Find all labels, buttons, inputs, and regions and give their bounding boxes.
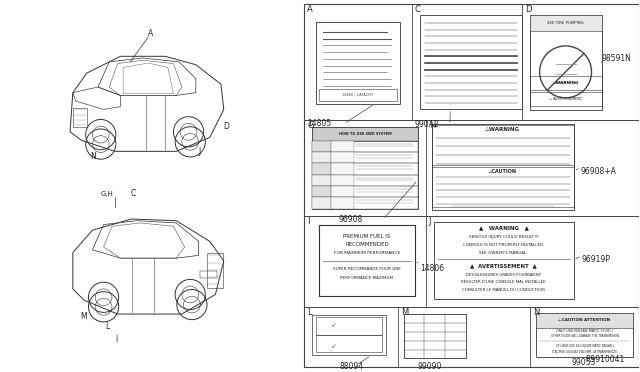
Text: CONSOLE IS NOT PROPERLY INSTALLED.: CONSOLE IS NOT PROPERLY INSTALLED. <box>463 243 545 247</box>
Text: I: I <box>115 335 118 344</box>
Bar <box>530 76 602 90</box>
Bar <box>536 314 634 327</box>
Text: R9910041: R9910041 <box>585 355 625 364</box>
Text: HOW TO USE 4WD SYSTEM: HOW TO USE 4WD SYSTEM <box>339 132 391 136</box>
Bar <box>432 125 573 167</box>
Bar <box>420 15 522 109</box>
Text: 14800 | CATALYST: 14800 | CATALYST <box>342 93 374 97</box>
Text: C: C <box>415 6 420 15</box>
Bar <box>316 22 400 104</box>
Bar <box>312 141 331 152</box>
Text: N: N <box>532 308 539 317</box>
Bar <box>73 108 87 127</box>
Text: CONSULTER LE MANUEL DU CONDUCTEUR.: CONSULTER LE MANUEL DU CONDUCTEUR. <box>461 288 546 292</box>
Text: PREMIUM FUEL IS: PREMIUM FUEL IS <box>343 234 390 238</box>
Bar <box>312 152 418 163</box>
Bar <box>432 124 573 210</box>
Text: SEE TIRE PUMPING: SEE TIRE PUMPING <box>547 21 584 25</box>
Text: D: D <box>525 6 531 15</box>
Bar <box>536 314 634 357</box>
Text: ⚠CAUTION: ⚠CAUTION <box>488 169 517 174</box>
Text: G,H: G,H <box>100 191 113 197</box>
Text: J: J <box>429 217 431 226</box>
Text: ✓: ✓ <box>332 344 337 350</box>
Bar <box>312 197 418 209</box>
Text: SEE OWNER'S MANUAL.: SEE OWNER'S MANUAL. <box>479 251 528 255</box>
Text: J: J <box>198 147 200 156</box>
Text: UTILISER QUE DU LIQUIDE MATIC NISSAN J: UTILISER QUE DU LIQUIDE MATIC NISSAN J <box>556 343 613 347</box>
Bar <box>207 253 223 288</box>
Text: SUPER RECOMMANDÉ POUR UNE: SUPER RECOMMANDÉ POUR UNE <box>333 267 401 271</box>
Text: ONLY USE NISSAN MATIC FLUID J: ONLY USE NISSAN MATIC FLUID J <box>556 329 613 333</box>
Bar <box>312 197 331 209</box>
Bar <box>434 222 573 299</box>
Text: 990A2: 990A2 <box>415 120 440 129</box>
Bar <box>331 141 355 152</box>
Text: N: N <box>90 152 96 161</box>
Text: A: A <box>307 6 313 15</box>
Text: D'AUTRES LIQUIDES ENDOMM. LA TRANSMISSION: D'AUTRES LIQUIDES ENDOMM. LA TRANSMISSIO… <box>552 350 617 354</box>
Bar <box>331 186 355 197</box>
Bar <box>331 197 355 209</box>
Text: SERIOUS INJURY COULD RESULT IF: SERIOUS INJURY COULD RESULT IF <box>469 235 538 239</box>
Bar <box>312 163 418 175</box>
Bar <box>331 152 355 163</box>
Text: 96908+A: 96908+A <box>580 167 616 176</box>
Text: ⚠CAUTION ATTENTION: ⚠CAUTION ATTENTION <box>559 318 611 323</box>
Bar <box>312 127 418 209</box>
Text: ⚠WARNING: ⚠WARNING <box>552 81 579 85</box>
Text: C: C <box>131 189 136 198</box>
Text: L: L <box>307 308 312 317</box>
Bar <box>530 92 602 106</box>
Bar <box>530 15 602 31</box>
Text: I: I <box>307 217 310 226</box>
Text: 14806: 14806 <box>420 264 444 273</box>
Text: 99090: 99090 <box>418 362 442 371</box>
Text: H: H <box>429 121 435 130</box>
Text: ⚠ AVERTISSEMENT: ⚠ AVERTISSEMENT <box>549 97 582 101</box>
Text: ✓: ✓ <box>332 323 337 329</box>
Text: G: G <box>307 121 314 130</box>
Bar <box>404 314 466 358</box>
Text: M: M <box>401 308 408 317</box>
Bar <box>312 315 386 355</box>
Text: ▲  AVERTISSEMENT  ▲: ▲ AVERTISSEMENT ▲ <box>470 263 537 269</box>
Bar <box>312 175 331 186</box>
Text: 98591N: 98591N <box>602 54 632 63</box>
Text: 96908: 96908 <box>339 215 364 224</box>
Bar <box>312 186 331 197</box>
Bar <box>331 163 355 175</box>
Bar <box>316 335 382 352</box>
Bar <box>312 141 418 152</box>
Text: ▲   WARNING   ▲: ▲ WARNING ▲ <box>479 225 529 230</box>
Text: 99053: 99053 <box>572 358 596 367</box>
Bar <box>312 175 418 186</box>
Text: M: M <box>81 312 87 321</box>
Text: RECOMMENDED: RECOMMENDED <box>345 242 388 247</box>
Bar <box>319 225 415 296</box>
Text: RÉSULTER D'UNE CONSOLE MAL INSTALLÉE.: RÉSULTER D'UNE CONSOLE MAL INSTALLÉE. <box>461 280 547 284</box>
Text: 96919P: 96919P <box>582 255 611 264</box>
Text: 88094: 88094 <box>340 362 364 371</box>
Bar <box>312 163 331 175</box>
Text: DES BLESSURES GRAVES POURRAIENT: DES BLESSURES GRAVES POURRAIENT <box>466 273 541 276</box>
Text: A: A <box>148 29 154 38</box>
Text: 14805: 14805 <box>307 119 331 128</box>
Bar <box>200 271 216 278</box>
Text: L: L <box>106 322 109 331</box>
Bar <box>432 166 573 206</box>
Bar <box>530 15 602 110</box>
Text: D: D <box>223 122 229 131</box>
Bar <box>331 175 355 186</box>
Text: OTHER FLUIDS WILL DAMAGE THE TRANSMISSION: OTHER FLUIDS WILL DAMAGE THE TRANSMISSIO… <box>550 334 618 338</box>
Text: FOR MAXIMUM PERFORMANCE: FOR MAXIMUM PERFORMANCE <box>334 251 400 255</box>
Bar <box>312 186 418 197</box>
Bar <box>319 89 397 101</box>
Bar <box>304 4 639 368</box>
Bar <box>316 317 382 335</box>
Bar <box>312 152 331 163</box>
Text: ⚠WARNING: ⚠WARNING <box>485 127 520 132</box>
Text: PERFORMANCE MAXIMUM: PERFORMANCE MAXIMUM <box>340 276 394 280</box>
Bar <box>312 127 418 141</box>
